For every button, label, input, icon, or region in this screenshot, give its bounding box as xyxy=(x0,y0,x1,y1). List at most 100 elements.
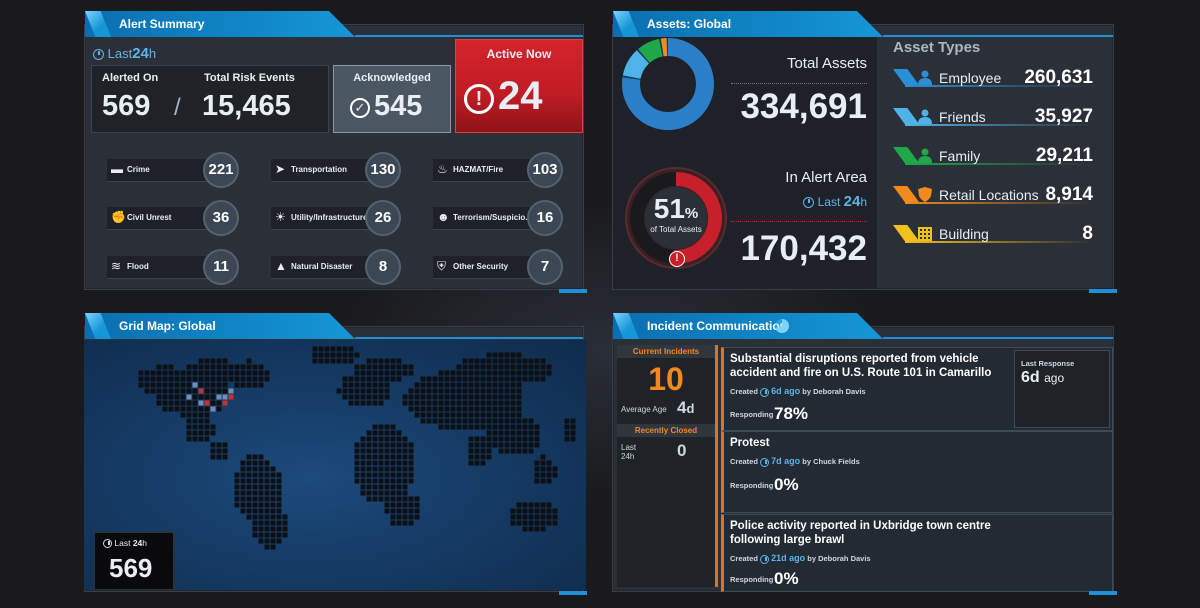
map-cell xyxy=(186,388,192,394)
map-cell xyxy=(240,466,246,472)
map-cell xyxy=(516,508,522,514)
map-cell xyxy=(390,376,396,382)
map-cell xyxy=(264,376,270,382)
map-cell xyxy=(396,496,402,502)
map-cell xyxy=(516,436,522,442)
map-cell xyxy=(162,376,168,382)
acknowledged-box[interactable]: Acknowledged ✓ 545 xyxy=(333,65,451,133)
map-cell xyxy=(468,454,474,460)
active-now-box[interactable]: Active Now ! 24 xyxy=(455,39,583,133)
created-label: Created xyxy=(730,387,758,396)
map-cell xyxy=(504,406,510,412)
map-cell xyxy=(462,370,468,376)
map-cell xyxy=(528,508,534,514)
map-cell xyxy=(252,508,258,514)
map-cell xyxy=(402,514,408,520)
map-cell xyxy=(192,436,198,442)
asset-type-family[interactable]: Family 29,211 xyxy=(893,145,1093,175)
asset-type-retail[interactable]: Retail Locations 8,914 xyxy=(893,184,1093,214)
map-cell xyxy=(408,478,414,484)
map-cell xyxy=(222,376,228,382)
map-cell xyxy=(246,376,252,382)
active-now-value: 24 xyxy=(498,74,543,118)
map-cell xyxy=(372,478,378,484)
map-cell xyxy=(456,394,462,400)
map-cell xyxy=(486,454,492,460)
map-cell xyxy=(468,388,474,394)
incident-meta: Created 7d ago by Chuck Fields xyxy=(730,456,860,467)
category-utility[interactable]: ☀ Utility/Infrastructure xyxy=(271,207,389,230)
category-crime[interactable]: ▬ Crime xyxy=(107,159,225,182)
map-cell xyxy=(198,358,204,364)
map-cell xyxy=(480,442,486,448)
map-cell xyxy=(492,418,498,424)
map-cell xyxy=(534,442,540,448)
map-cell xyxy=(366,400,372,406)
map-cell xyxy=(204,430,210,436)
incident-card[interactable]: Substantial disruptions reported from ve… xyxy=(721,347,1113,431)
map-cell xyxy=(414,496,420,502)
current-value: 10 xyxy=(648,361,684,397)
map-cell xyxy=(534,370,540,376)
world-grid-map[interactable]: Last 24h 569 xyxy=(84,340,586,590)
category-hazmat-fire[interactable]: ♨ HAZMAT/Fire xyxy=(433,159,551,182)
map-cell xyxy=(366,466,372,472)
map-cell xyxy=(366,394,372,400)
asset-type-friends[interactable]: Friends 35,927 xyxy=(893,106,1093,136)
recent-closed-label: Recently Closed xyxy=(634,426,698,435)
map-cell xyxy=(414,406,420,412)
map-cell xyxy=(264,370,270,376)
map-cell xyxy=(408,466,414,472)
map-cell xyxy=(522,526,528,532)
map-cell xyxy=(486,406,492,412)
map-cell xyxy=(510,514,516,520)
map-cell xyxy=(192,400,198,406)
map-cell xyxy=(498,358,504,364)
map-cell xyxy=(360,376,366,382)
map-cell xyxy=(534,436,540,442)
last-response-value: 6d xyxy=(1021,369,1040,386)
asset-flag xyxy=(893,108,919,124)
assets-panel: Assets: Global Total Assets 334,691 51% … xyxy=(612,24,1117,293)
asset-type-employee[interactable]: Employee 260,631 xyxy=(893,67,1093,97)
map-cell xyxy=(366,382,372,388)
category-other-security[interactable]: ⛨ Other Security xyxy=(433,256,551,279)
map-cell xyxy=(504,364,510,370)
map-cell xyxy=(468,424,474,430)
map-cell xyxy=(486,394,492,400)
acknowledged-label: Acknowledged xyxy=(353,72,431,84)
category-transportation[interactable]: ➤ Transportation xyxy=(271,159,389,182)
map-cell xyxy=(510,436,516,442)
category-natural-disaster[interactable]: ▲ Natural Disaster xyxy=(271,256,389,279)
map-cell xyxy=(438,406,444,412)
map-cell xyxy=(258,472,264,478)
created-age: 21d ago xyxy=(771,553,806,563)
map-cell xyxy=(414,394,420,400)
current-incidents-header: Current Incidents xyxy=(617,345,715,358)
map-cell xyxy=(222,382,228,388)
map-cell xyxy=(420,418,426,424)
map-cell xyxy=(366,376,372,382)
map-cell xyxy=(456,382,462,388)
map-cell xyxy=(240,460,246,466)
map-cell xyxy=(276,508,282,514)
map-cell xyxy=(462,400,468,406)
map-cell xyxy=(396,436,402,442)
map-cell xyxy=(402,448,408,454)
map-cell xyxy=(354,466,360,472)
category-terrorism[interactable]: ☻ Terrorism/Suspicio... xyxy=(433,207,551,230)
incident-card[interactable]: Protest Created 7d ago by Chuck Fields R… xyxy=(721,431,1113,513)
map-cell xyxy=(462,412,468,418)
map-cell xyxy=(408,460,414,466)
map-cell xyxy=(480,448,486,454)
map-cell xyxy=(516,448,522,454)
category-civil-unrest[interactable]: ✊ Civil Unrest xyxy=(107,207,225,230)
map-cell xyxy=(540,376,546,382)
map-cell xyxy=(378,364,384,370)
incident-card[interactable]: Police activity reported in Uxbridge tow… xyxy=(721,514,1113,592)
category-label: HAZMAT/Fire xyxy=(453,165,504,174)
total-assets-label: Total Assets xyxy=(786,55,867,72)
category-flood[interactable]: ≋ Flood xyxy=(107,256,225,279)
map-cell xyxy=(186,394,192,400)
asset-type-building[interactable]: Building 8 xyxy=(893,223,1093,253)
